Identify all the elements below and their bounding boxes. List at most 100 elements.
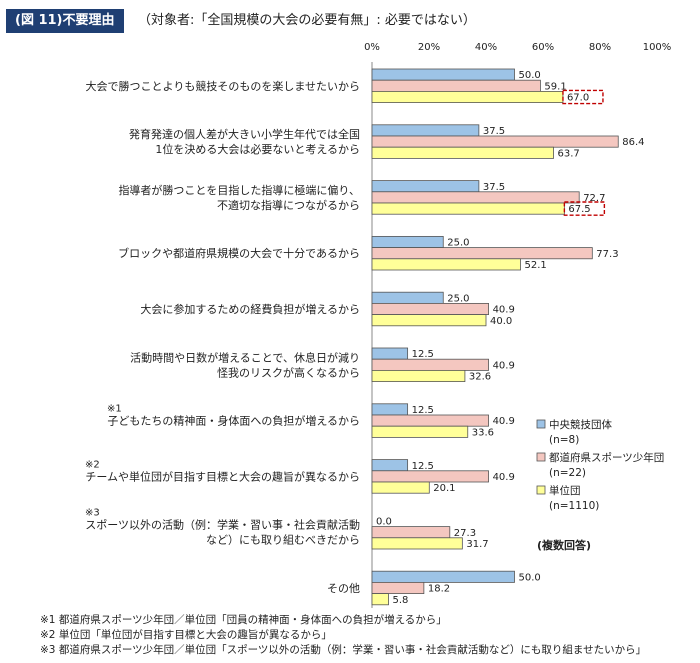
bar bbox=[371, 247, 593, 260]
highlight-box bbox=[563, 201, 606, 216]
bar bbox=[371, 302, 489, 315]
data-label: 40.9 bbox=[493, 305, 515, 316]
x-tick-label: 20% bbox=[418, 42, 440, 53]
bar bbox=[371, 593, 389, 606]
multiple-answer-note: (複数回答) bbox=[537, 538, 591, 552]
bar bbox=[371, 470, 489, 483]
data-label: 12.5 bbox=[412, 405, 434, 416]
bar bbox=[371, 582, 425, 595]
footnote-1: ※1 都道府県スポーツ少年団／単位団「団員の精神面・身体面への負担が増えるから」 bbox=[40, 614, 447, 626]
data-label: 67.0 bbox=[567, 93, 589, 104]
bar bbox=[371, 180, 480, 193]
bar bbox=[371, 481, 430, 494]
category-label: 1位を決める大会は必要ないと考えるから bbox=[155, 142, 360, 156]
x-tick-label: 40% bbox=[475, 42, 497, 53]
x-tick-label: 0% bbox=[364, 42, 380, 53]
legend-swatch bbox=[536, 419, 546, 429]
data-label: 77.3 bbox=[596, 249, 618, 260]
data-label: 40.9 bbox=[493, 416, 515, 427]
category-label: 大会に参加するための経費負担が増えるから bbox=[140, 302, 360, 316]
data-label: 40.9 bbox=[493, 360, 515, 371]
bar bbox=[371, 146, 554, 159]
bar bbox=[371, 235, 444, 248]
bar bbox=[371, 314, 487, 327]
bar bbox=[371, 369, 466, 382]
category-label: その他 bbox=[327, 582, 360, 595]
data-label: 67.5 bbox=[568, 204, 590, 215]
bar bbox=[371, 403, 409, 416]
footnote-2: ※2 単位団「単位団が目指す目標と大会の趣旨が異なるから」 bbox=[40, 629, 332, 641]
data-label: 86.4 bbox=[622, 137, 644, 148]
bar bbox=[371, 68, 515, 81]
data-label: 40.0 bbox=[490, 316, 512, 327]
category-label: 不適切な指導につながるから bbox=[217, 198, 360, 212]
data-label: 37.5 bbox=[483, 182, 505, 193]
footnotes: ※1 都道府県スポーツ少年団／単位団「団員の精神面・身体面への負担が増えるから」… bbox=[40, 613, 700, 658]
category-label: チームや単位団が目指す目標と大会の趣旨が異なるから bbox=[85, 469, 360, 483]
bar bbox=[371, 124, 480, 137]
data-label: 72.7 bbox=[583, 193, 605, 204]
data-label: 12.5 bbox=[412, 461, 434, 472]
legend-swatch bbox=[536, 485, 546, 495]
category-label: など）にも取り組むべきだから bbox=[206, 534, 360, 547]
legend-n-label: (n=1110) bbox=[549, 500, 599, 512]
data-label: 27.3 bbox=[454, 528, 476, 539]
bar bbox=[371, 537, 463, 550]
category-label: 発育発達の個人差が大きい小学生年代では全国 bbox=[129, 127, 360, 141]
bar bbox=[371, 91, 564, 104]
data-label: 63.7 bbox=[558, 148, 580, 159]
x-tick-label: 100% bbox=[643, 42, 672, 53]
bar bbox=[371, 459, 409, 472]
data-label: 37.5 bbox=[483, 126, 505, 137]
data-label: 25.0 bbox=[447, 293, 469, 304]
bar bbox=[371, 414, 489, 427]
data-label: 50.0 bbox=[519, 572, 541, 583]
data-label: 59.1 bbox=[544, 81, 566, 92]
data-label: 40.9 bbox=[493, 472, 515, 483]
bar bbox=[371, 191, 580, 204]
bar bbox=[371, 291, 444, 304]
footnote-marker: ※1 bbox=[107, 404, 122, 415]
legend-label: 中央競技団体 bbox=[549, 418, 612, 431]
highlight-box bbox=[562, 89, 604, 105]
bar bbox=[371, 425, 469, 438]
data-label: 0.0 bbox=[376, 517, 392, 528]
footnote-3: ※3 都道府県スポーツ少年団／単位団「スポーツ以外の活動（例：学業・習い事・社会… bbox=[40, 644, 647, 656]
x-tick-label: 80% bbox=[589, 42, 611, 53]
data-label: 50.0 bbox=[519, 70, 541, 81]
bar-chart: 0% 20% 40% 60% 80% 100%50.059.167.0大会で勝つことよりも… bbox=[85, 42, 672, 608]
data-label: 31.7 bbox=[466, 539, 488, 550]
category-label: 大会で勝つことよりも競技そのものを楽しませたいから bbox=[86, 79, 360, 93]
category-label: 子どもたちの精神面・身体面への負担が増えるから bbox=[107, 414, 360, 428]
chart-subtitle: （対象者:「全国規模の大会の必要有無」: 必要ではない） bbox=[138, 13, 476, 28]
bar bbox=[371, 202, 565, 215]
legend-n-label: (n=22) bbox=[549, 467, 586, 479]
bar bbox=[371, 79, 541, 92]
data-label: 33.6 bbox=[472, 427, 494, 438]
bar bbox=[371, 526, 451, 539]
data-label: 18.2 bbox=[428, 584, 450, 595]
data-label: 12.5 bbox=[412, 349, 434, 360]
data-label: 20.1 bbox=[433, 483, 455, 494]
legend-label: 単位団 bbox=[549, 484, 581, 497]
data-label: 32.6 bbox=[469, 372, 491, 383]
bar bbox=[371, 135, 619, 148]
data-label: 5.8 bbox=[393, 595, 409, 606]
category-label: 指導者が勝つことを目指した指導に極端に偏り、 bbox=[118, 183, 360, 197]
footnote-marker: ※3 bbox=[85, 508, 100, 519]
figure-label: (図 11)不要理由 bbox=[6, 9, 124, 33]
category-label: スポーツ以外の活動（例：学業・習い事・社会貢献活動 bbox=[85, 518, 360, 532]
chart-header: (図 11)不要理由 （対象者:「全国規模の大会の必要有無」: 必要ではない） bbox=[0, 0, 700, 40]
bar bbox=[371, 347, 409, 360]
legend-swatch bbox=[536, 452, 546, 462]
legend-n-label: (n=8) bbox=[549, 434, 579, 446]
x-tick-label: 60% bbox=[532, 42, 554, 53]
category-label: ブロックや都道府県規模の大会で十分であるから bbox=[118, 246, 360, 260]
bar bbox=[371, 358, 489, 371]
data-label: 52.1 bbox=[524, 260, 546, 271]
bar bbox=[371, 570, 515, 583]
bar bbox=[371, 258, 521, 271]
data-label: 25.0 bbox=[447, 238, 469, 249]
category-label: 怪我のリスクが高くなるから bbox=[217, 365, 360, 379]
footnote-marker: ※2 bbox=[85, 459, 100, 470]
